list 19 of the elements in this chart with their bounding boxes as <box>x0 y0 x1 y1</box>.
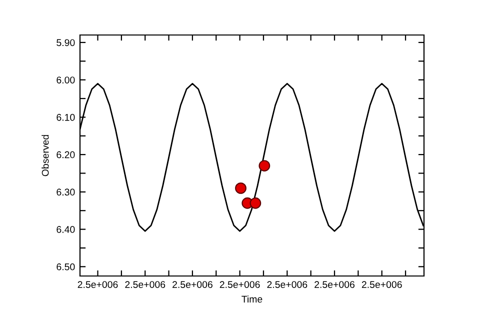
y-tick-label: 6.00 <box>56 76 75 84</box>
y-tick-label: 5.90 <box>56 39 75 46</box>
x-tick-label: 2.5e+006 <box>220 281 260 288</box>
x-tick-label: 2.5e+006 <box>362 281 402 288</box>
point <box>235 182 246 194</box>
x-tick-label: 2.5e+006 <box>314 281 354 288</box>
y-axis-title: Observed <box>42 135 49 176</box>
y-tick-label: 6.50 <box>56 263 75 270</box>
y-tick-label: 6.30 <box>56 188 75 196</box>
y-tick-label: 6.10 <box>56 114 75 121</box>
y-tick-label: 6.20 <box>56 151 75 158</box>
x-tick-label: 2.5e+006 <box>78 281 118 288</box>
point <box>250 197 262 209</box>
x-tick-label: 2.5e+006 <box>267 281 308 288</box>
x-tick-label: 2.5e+006 <box>125 281 166 288</box>
x-axis-title: Time <box>242 295 262 303</box>
x-tick-label: 2.5e+006 <box>172 281 212 288</box>
point <box>258 160 270 172</box>
y-tick-label: 6.40 <box>56 226 75 233</box>
